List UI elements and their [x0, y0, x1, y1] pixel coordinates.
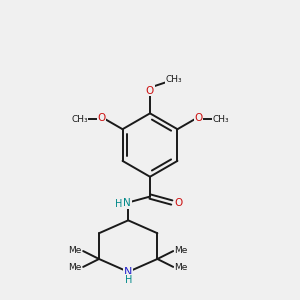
- Text: Me: Me: [175, 263, 188, 272]
- Text: O: O: [97, 113, 106, 123]
- Text: Me: Me: [69, 263, 82, 272]
- Text: CH₃: CH₃: [166, 75, 182, 84]
- Text: Me: Me: [69, 246, 82, 255]
- Text: O: O: [194, 113, 203, 123]
- Text: CH₃: CH₃: [212, 115, 229, 124]
- Text: H: H: [124, 275, 132, 285]
- Text: O: O: [175, 199, 183, 208]
- Text: O: O: [146, 85, 154, 96]
- Text: CH₃: CH₃: [71, 115, 88, 124]
- Text: N: N: [123, 199, 131, 208]
- Text: H: H: [115, 200, 122, 209]
- Text: Me: Me: [175, 246, 188, 255]
- Text: N: N: [124, 267, 132, 277]
